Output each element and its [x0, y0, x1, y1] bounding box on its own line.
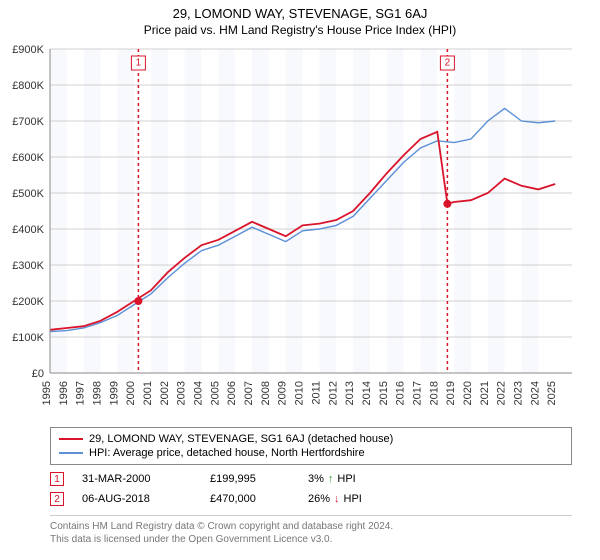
svg-text:2019: 2019	[445, 381, 457, 405]
svg-text:2017: 2017	[411, 381, 423, 405]
sale-pct: 26%↓HPI	[308, 493, 362, 505]
svg-text:2008: 2008	[260, 381, 272, 405]
sale-date: 31-MAR-2000	[82, 473, 192, 485]
svg-text:2012: 2012	[327, 381, 339, 405]
legend-label: 29, LOMOND WAY, STEVENAGE, SG1 6AJ (deta…	[89, 433, 393, 445]
legend-swatch	[59, 452, 83, 454]
svg-text:2016: 2016	[395, 381, 407, 405]
svg-text:1997: 1997	[75, 381, 87, 405]
svg-text:2005: 2005	[209, 381, 221, 405]
svg-text:1: 1	[136, 58, 142, 69]
svg-text:£800K: £800K	[12, 80, 44, 92]
arrow-down-icon: ↓	[334, 493, 340, 505]
svg-text:2004: 2004	[193, 381, 205, 405]
svg-text:2014: 2014	[361, 381, 373, 405]
footer: Contains HM Land Registry data © Crown c…	[50, 520, 572, 546]
sale-row: 1 31-MAR-2000 £199,995 3%↑HPI	[50, 469, 572, 489]
svg-text:2002: 2002	[159, 381, 171, 405]
svg-text:2009: 2009	[277, 381, 289, 405]
legend-item: 29, LOMOND WAY, STEVENAGE, SG1 6AJ (deta…	[59, 432, 563, 446]
footer-line-2: This data is licensed under the Open Gov…	[50, 533, 572, 546]
sale-price: £470,000	[210, 493, 290, 505]
svg-text:2020: 2020	[462, 381, 474, 405]
svg-text:2018: 2018	[428, 381, 440, 405]
svg-text:2013: 2013	[344, 381, 356, 405]
chart-title: 29, LOMOND WAY, STEVENAGE, SG1 6AJ	[0, 0, 600, 21]
svg-text:1996: 1996	[58, 381, 70, 405]
svg-text:1999: 1999	[108, 381, 120, 405]
chart-area: £0 £100K £200K £300K £400K £500K £600K £700K £80…	[0, 41, 600, 421]
svg-text:2007: 2007	[243, 381, 255, 405]
sale-price: £199,995	[210, 473, 290, 485]
svg-text:£700K: £700K	[12, 116, 44, 128]
sale-number-box: 1	[50, 472, 64, 486]
svg-text:£900K: £900K	[12, 44, 44, 56]
footer-line-1: Contains HM Land Registry data © Crown c…	[50, 520, 572, 533]
svg-text:2010: 2010	[294, 381, 306, 405]
svg-text:2025: 2025	[546, 381, 558, 405]
svg-text:2022: 2022	[496, 381, 508, 405]
divider	[50, 515, 572, 516]
svg-text:£200K: £200K	[12, 296, 44, 308]
legend-label: HPI: Average price, detached house, Nort…	[89, 447, 365, 459]
svg-text:2015: 2015	[378, 381, 390, 405]
legend: 29, LOMOND WAY, STEVENAGE, SG1 6AJ (deta…	[50, 427, 572, 465]
svg-text:£400K: £400K	[12, 224, 44, 236]
svg-text:2: 2	[445, 58, 451, 69]
svg-text:2006: 2006	[226, 381, 238, 405]
svg-text:£300K: £300K	[12, 260, 44, 272]
sale-row: 2 06-AUG-2018 £470,000 26%↓HPI	[50, 489, 572, 509]
legend-item: HPI: Average price, detached house, Nort…	[59, 446, 563, 460]
svg-text:2021: 2021	[479, 381, 491, 405]
svg-text:2024: 2024	[529, 381, 541, 405]
svg-text:2001: 2001	[142, 381, 154, 405]
line-chart: £0 £100K £200K £300K £400K £500K £600K £700K £80…	[0, 41, 600, 421]
svg-text:2023: 2023	[512, 381, 524, 405]
sale-number-box: 2	[50, 492, 64, 506]
legend-swatch	[59, 438, 83, 440]
svg-text:1998: 1998	[92, 381, 104, 405]
svg-text:2000: 2000	[125, 381, 137, 405]
arrow-up-icon: ↑	[328, 473, 334, 485]
sale-pct: 3%↑HPI	[308, 473, 356, 485]
svg-text:2003: 2003	[176, 381, 188, 405]
svg-text:£500K: £500K	[12, 188, 44, 200]
sale-date: 06-AUG-2018	[82, 493, 192, 505]
sales-table: 1 31-MAR-2000 £199,995 3%↑HPI 2 06-AUG-2018 £4…	[50, 469, 572, 509]
svg-text:2011: 2011	[310, 381, 322, 405]
svg-text:£600K: £600K	[12, 152, 44, 164]
svg-text:£100K: £100K	[12, 332, 44, 344]
svg-text:1995: 1995	[41, 381, 53, 405]
chart-subtitle: Price paid vs. HM Land Registry's House …	[0, 21, 600, 41]
svg-text:£0: £0	[32, 368, 44, 380]
